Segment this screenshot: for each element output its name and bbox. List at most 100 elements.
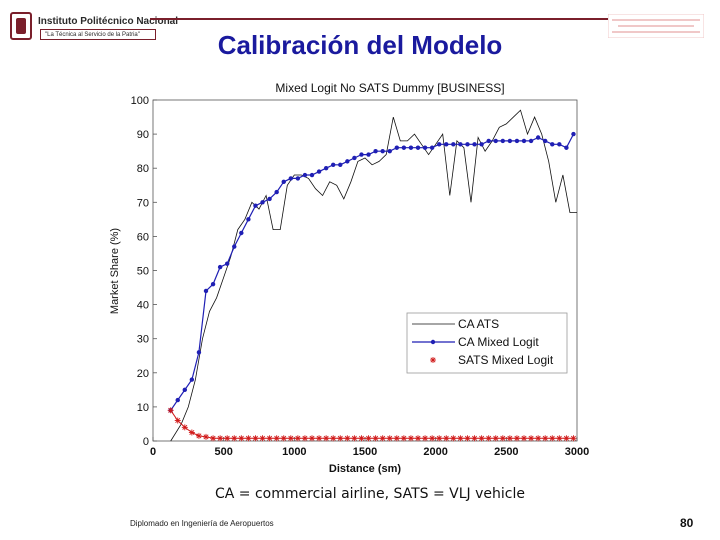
- data-point-sats-mixed-logit: [400, 435, 407, 442]
- data-point-sats-mixed-logit: [535, 435, 542, 442]
- data-point-ca-mixed-logit: [267, 196, 272, 202]
- data-point-sats-mixed-logit: [294, 435, 301, 442]
- y-tick-label: 100: [131, 95, 149, 107]
- data-point-ca-mixed-logit: [210, 281, 216, 287]
- legend-swatch-marker: [430, 339, 436, 345]
- y-tick-label: 70: [137, 197, 149, 209]
- data-point-sats-mixed-logit: [521, 435, 527, 442]
- institution-name: Instituto Politécnico Nacional: [38, 16, 179, 27]
- y-tick-label: 90: [137, 129, 149, 141]
- x-tick-label: 0: [150, 446, 156, 458]
- data-point-sats-mixed-logit: [358, 435, 365, 442]
- data-point-ca-mixed-logit: [472, 142, 477, 147]
- data-point-sats-mixed-logit: [181, 424, 188, 431]
- data-point-ca-mixed-logit: [415, 145, 421, 150]
- data-point-ca-mixed-logit: [373, 148, 378, 154]
- legend-label: SATS Mixed Logit: [458, 353, 554, 367]
- x-tick-label: 3000: [565, 446, 589, 458]
- data-point-ca-mixed-logit: [408, 145, 414, 150]
- series-line-ca-ats: [170, 109, 577, 442]
- data-point-ca-mixed-logit: [564, 145, 569, 150]
- data-point-sats-mixed-logit: [556, 435, 563, 442]
- data-point-ca-mixed-logit: [232, 244, 237, 249]
- data-point-ca-mixed-logit: [521, 138, 527, 144]
- data-point-sats-mixed-logit: [485, 435, 492, 442]
- data-point-ca-mixed-logit: [246, 217, 251, 222]
- data-point-sats-mixed-logit: [563, 435, 570, 442]
- data-point-ca-mixed-logit: [451, 142, 456, 147]
- data-point-ca-mixed-logit: [543, 138, 548, 144]
- data-point-ca-mixed-logit: [345, 159, 350, 164]
- data-point-sats-mixed-logit: [287, 435, 294, 442]
- corner-logo-icon: [608, 14, 704, 38]
- data-point-ca-mixed-logit: [281, 179, 286, 185]
- data-point-ca-mixed-logit: [557, 142, 562, 147]
- data-point-ca-mixed-logit: [380, 148, 385, 154]
- slide-title: Calibración del Modelo: [217, 30, 503, 60]
- data-point-sats-mixed-logit: [393, 435, 400, 442]
- data-point-sats-mixed-logit: [499, 435, 506, 442]
- data-point-ca-mixed-logit: [437, 142, 442, 147]
- data-point-sats-mixed-logit: [492, 435, 499, 442]
- chart-legend: CA ATS CA Mixed Logit SATS Mixed Logit: [406, 312, 568, 374]
- data-point-ca-mixed-logit: [486, 138, 491, 144]
- data-point-ca-mixed-logit: [422, 145, 428, 150]
- x-tick-label: 1000: [282, 446, 306, 458]
- data-point-sats-mixed-logit: [450, 435, 457, 442]
- y-tick-label: 50: [137, 266, 149, 278]
- data-point-sats-mixed-logit: [478, 435, 485, 442]
- data-point-ca-mixed-logit: [182, 387, 187, 393]
- data-point-ca-mixed-logit: [203, 288, 209, 294]
- data-point-sats-mixed-logit: [167, 407, 174, 414]
- legend-swatch-marker: [430, 357, 436, 363]
- data-point-sats-mixed-logit: [407, 435, 414, 442]
- data-point-ca-mixed-logit: [260, 200, 265, 205]
- data-point-sats-mixed-logit: [464, 435, 471, 442]
- data-point-sats-mixed-logit: [379, 435, 386, 442]
- data-point-sats-mixed-logit: [259, 435, 266, 442]
- data-point-sats-mixed-logit: [280, 435, 287, 442]
- data-point-ca-mixed-logit: [302, 172, 308, 178]
- slide-caption: CA = commercial airline, SATS = VLJ vehi…: [214, 486, 525, 502]
- data-point-ca-mixed-logit: [479, 142, 484, 147]
- x-axis-label: Distance (sm): [329, 463, 401, 475]
- data-point-ca-mixed-logit: [196, 350, 202, 355]
- y-tick-label: 20: [137, 368, 149, 380]
- x-tick-label: 1500: [353, 446, 377, 458]
- data-point-sats-mixed-logit: [457, 435, 464, 442]
- data-point-ca-mixed-logit: [295, 176, 301, 181]
- data-point-sats-mixed-logit: [415, 435, 421, 442]
- chart-title: Mixed Logit No SATS Dummy [BUSINESS]: [275, 81, 504, 95]
- data-point-sats-mixed-logit: [217, 435, 224, 442]
- y-tick-label: 30: [137, 334, 149, 346]
- data-point-sats-mixed-logit: [210, 435, 217, 442]
- y-tick-label: 40: [137, 300, 149, 312]
- y-tick-label: 80: [137, 163, 149, 175]
- data-point-sats-mixed-logit: [506, 435, 513, 442]
- data-point-sats-mixed-logit: [238, 435, 245, 442]
- data-point-ca-mixed-logit: [274, 189, 279, 195]
- header-rule: [150, 18, 608, 20]
- data-point-ca-mixed-logit: [217, 264, 223, 270]
- data-point-sats-mixed-logit: [330, 435, 337, 442]
- y-tick-label: 60: [137, 231, 149, 243]
- data-point-ca-mixed-logit: [444, 142, 449, 147]
- data-point-ca-mixed-logit: [253, 203, 258, 208]
- data-point-ca-mixed-logit: [535, 135, 541, 140]
- y-axis-label: Market Share (%): [109, 228, 121, 314]
- data-point-ca-mixed-logit: [309, 172, 315, 178]
- data-point-ca-mixed-logit: [493, 138, 498, 144]
- data-point-sats-mixed-logit: [429, 435, 436, 442]
- market-share-chart: Mixed Logit No SATS Dummy [BUSINESS] 0 50…: [100, 76, 600, 476]
- data-point-sats-mixed-logit: [174, 417, 181, 424]
- data-point-sats-mixed-logit: [195, 432, 202, 439]
- series-line-sats-mixed-logit: [170, 410, 574, 439]
- data-point-sats-mixed-logit: [549, 435, 556, 442]
- data-point-sats-mixed-logit: [337, 435, 344, 442]
- data-point-sats-mixed-logit: [443, 435, 450, 442]
- data-point-sats-mixed-logit: [188, 429, 195, 436]
- data-point-ca-mixed-logit: [331, 162, 336, 167]
- data-point-sats-mixed-logit: [309, 435, 315, 442]
- page-number: 80: [680, 516, 694, 530]
- data-point-sats-mixed-logit: [372, 435, 379, 442]
